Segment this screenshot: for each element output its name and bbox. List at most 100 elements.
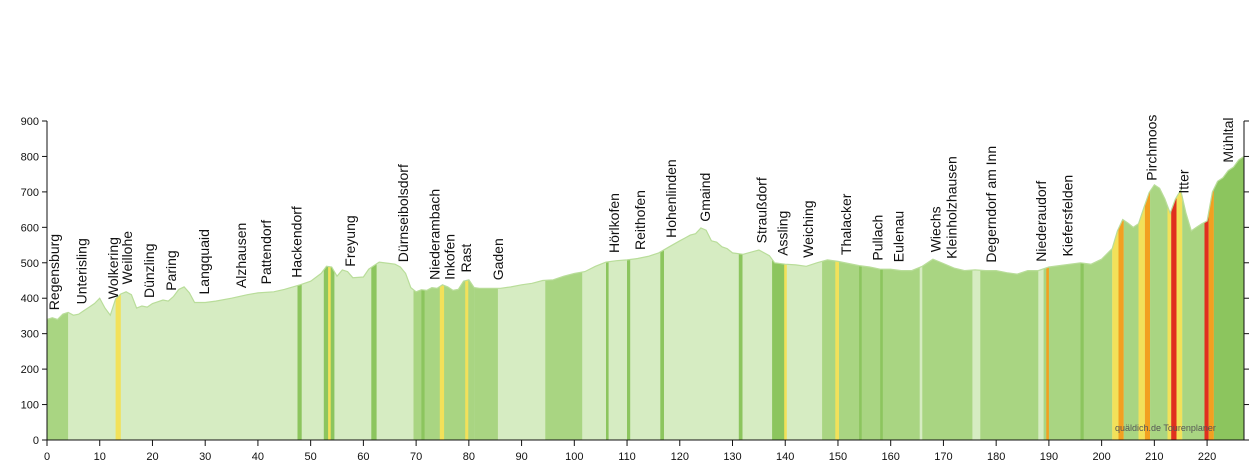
place-label: Rast bbox=[458, 244, 474, 273]
gradient-stripe bbox=[772, 259, 786, 440]
place-label: Dürnseibolsdorf bbox=[395, 164, 411, 262]
gradient-stripe bbox=[1182, 197, 1205, 440]
x-tick-label: 180 bbox=[987, 451, 1005, 463]
place-label: Inkofen bbox=[441, 234, 457, 280]
gradient-stripe bbox=[474, 287, 498, 440]
gradient-stripe bbox=[1112, 228, 1119, 440]
gradient-stripe bbox=[922, 259, 973, 440]
place-label: Degerndorf am Inn bbox=[983, 146, 999, 263]
gradient-stripe bbox=[1144, 191, 1151, 440]
profile-outline bbox=[46, 155, 1245, 321]
x-tick-label: 170 bbox=[934, 451, 952, 463]
x-tick-label: 20 bbox=[146, 451, 158, 463]
place-label: Paring bbox=[163, 250, 179, 290]
y-tick-label: 500 bbox=[21, 258, 39, 270]
gradient-stripe bbox=[1150, 184, 1168, 440]
gradient-stripe bbox=[980, 270, 1039, 440]
x-tick-label: 0 bbox=[44, 451, 50, 463]
x-tick-label: 70 bbox=[410, 451, 422, 463]
place-label: Reithofen bbox=[632, 190, 648, 250]
place-label: Regensburg bbox=[46, 234, 62, 310]
gradient-stripe bbox=[880, 269, 883, 440]
gradient-stripe bbox=[328, 266, 331, 440]
gradient-stripe bbox=[784, 264, 787, 440]
place-label: Unterisling bbox=[73, 238, 89, 304]
x-tick-label: 110 bbox=[618, 451, 636, 463]
credit-label: quäldich.de Tourenplaner bbox=[1115, 423, 1216, 433]
place-label: Assling bbox=[775, 211, 791, 256]
x-tick-label: 160 bbox=[882, 451, 900, 463]
gradient-stripe bbox=[1046, 267, 1049, 440]
gradient-stripe bbox=[660, 249, 664, 440]
gradient-stripe bbox=[47, 312, 69, 440]
place-label: Hörlkofen bbox=[606, 193, 622, 253]
gradient-stripe bbox=[1080, 262, 1084, 440]
x-tick-label: 190 bbox=[1040, 451, 1058, 463]
gradient-stripe bbox=[1138, 204, 1145, 440]
place-label: Niederaudorf bbox=[1033, 181, 1049, 262]
gradient-stripe bbox=[606, 261, 609, 440]
y-tick-label: 400 bbox=[21, 293, 39, 305]
gradient-stripe bbox=[738, 253, 743, 440]
place-label: Hackendorf bbox=[288, 206, 304, 278]
place-label: Pattendorf bbox=[258, 220, 274, 285]
place-label: Dünzling bbox=[141, 244, 157, 298]
place-label: Weillohe bbox=[119, 231, 135, 285]
gradient-stripe bbox=[421, 289, 425, 440]
gradient-stripe bbox=[1118, 219, 1124, 440]
place-label: Eulenau bbox=[891, 211, 907, 262]
x-tick-label: 140 bbox=[776, 451, 794, 463]
axes bbox=[46, 121, 1248, 441]
gradient-stripe bbox=[371, 263, 377, 440]
x-tick-label: 60 bbox=[357, 451, 369, 463]
y-tick-label: 0 bbox=[33, 435, 39, 447]
gradient-stripe bbox=[1123, 220, 1139, 440]
place-label: Straußdorf bbox=[754, 177, 770, 243]
x-tick-label: 130 bbox=[723, 451, 741, 463]
place-label: Alzhausen bbox=[233, 223, 249, 288]
place-label: Niederambach bbox=[427, 189, 443, 280]
x-tick-label: 120 bbox=[671, 451, 689, 463]
x-tick-label: 80 bbox=[463, 451, 475, 463]
x-tick-label: 10 bbox=[94, 451, 106, 463]
y-tick-label: 200 bbox=[21, 364, 39, 376]
place-label: Mühltal bbox=[1220, 117, 1236, 162]
y-tick-label: 300 bbox=[21, 329, 39, 341]
place-label: Hohenlinden bbox=[663, 159, 679, 238]
gradient-stripe bbox=[297, 284, 302, 440]
gradient-stripe bbox=[1043, 248, 1113, 440]
y-tick-label: 900 bbox=[21, 116, 39, 128]
place-label: Freyung bbox=[342, 215, 358, 266]
gradient-stripe bbox=[627, 259, 631, 440]
gradient-stripe bbox=[822, 259, 920, 440]
gradient-stripe bbox=[1204, 212, 1209, 440]
place-label: Wiechs bbox=[928, 206, 944, 252]
gradient-stripe bbox=[1208, 188, 1214, 440]
gradient-stripe bbox=[1213, 156, 1244, 440]
x-tick-label: 220 bbox=[1198, 451, 1216, 463]
profile-line bbox=[46, 155, 1245, 321]
gradient-stripe bbox=[115, 294, 121, 440]
x-tick-label: 100 bbox=[565, 451, 583, 463]
gradient-stripe bbox=[859, 265, 862, 440]
x-tick-label: 150 bbox=[829, 451, 847, 463]
x-tick-label: 50 bbox=[305, 451, 317, 463]
y-tick-label: 800 bbox=[21, 151, 39, 163]
y-tick-label: 700 bbox=[21, 187, 39, 199]
place-label: Pullach bbox=[870, 215, 886, 261]
place-label: Kleinholzhausen bbox=[943, 156, 959, 259]
gradient-stripe bbox=[439, 284, 445, 440]
y-tick-label: 100 bbox=[21, 400, 39, 412]
place-label: Langquaid bbox=[196, 229, 212, 294]
gradient-stripe bbox=[835, 261, 839, 440]
gradient-stripe bbox=[1176, 190, 1183, 440]
place-label: Wolkering bbox=[105, 237, 121, 299]
place-label: Weiching bbox=[800, 200, 816, 257]
gradient-stripe bbox=[1167, 206, 1172, 440]
x-tick-label: 40 bbox=[252, 451, 264, 463]
gradient-stripe bbox=[465, 279, 469, 440]
gradient-stripe bbox=[545, 272, 583, 440]
y-axis-ticks: 0 100 200 300 400 500 600 700 800 900 bbox=[21, 116, 1249, 447]
x-tick-label: 200 bbox=[1092, 451, 1110, 463]
